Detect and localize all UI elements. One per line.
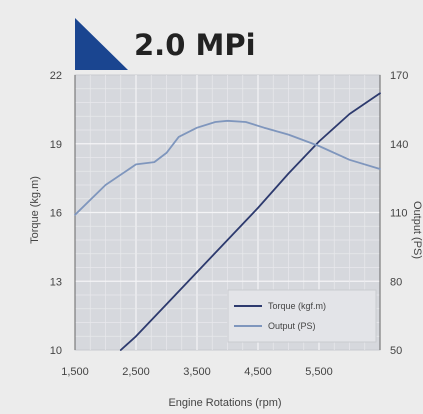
right-y-tick-label: 170 xyxy=(390,70,408,82)
series-line-output xyxy=(74,119,381,216)
left-y-tick-label: 22 xyxy=(50,70,62,82)
left-axis-ticks: 10 13 16 19 22 xyxy=(50,70,62,357)
title-corner-triangle xyxy=(75,18,128,70)
x-axis-label: Engine Rotations (rpm) xyxy=(168,397,281,409)
x-tick-label: 5,500 xyxy=(305,366,333,378)
left-y-tick-label: 13 xyxy=(50,276,62,288)
left-axis-label: Torque (kg.m) xyxy=(29,176,41,244)
right-axis-label: Output (PS) xyxy=(411,201,423,259)
left-y-tick-label: 16 xyxy=(50,208,62,220)
right-y-tick-label: 140 xyxy=(390,139,408,151)
x-tick-label: 3,500 xyxy=(183,366,211,378)
left-y-tick-label: 19 xyxy=(50,139,62,151)
x-tick-label: 4,500 xyxy=(244,366,272,378)
chart-title: 2.0 MPi xyxy=(134,28,256,62)
right-y-tick-label: 50 xyxy=(390,345,402,357)
right-y-tick-label: 80 xyxy=(390,276,402,288)
x-tick-label: 1,500 xyxy=(61,366,89,378)
right-axis-ticks: 50 80 110 140 170 xyxy=(390,70,408,357)
x-tick-label: 2,500 xyxy=(122,366,150,378)
legend-label: Output (PS) xyxy=(268,321,316,331)
x-axis-ticks: 1,500 2,500 3,500 4,500 5,500 xyxy=(61,366,333,378)
series-layer xyxy=(74,92,381,351)
legend: Torque (kgf.m) Output (PS) xyxy=(234,301,326,331)
legend-box xyxy=(227,289,377,343)
series-line-torque xyxy=(119,92,381,351)
left-y-tick-label: 10 xyxy=(50,345,62,357)
legend-label: Torque (kgf.m) xyxy=(268,301,326,311)
right-y-tick-label: 110 xyxy=(390,208,408,220)
